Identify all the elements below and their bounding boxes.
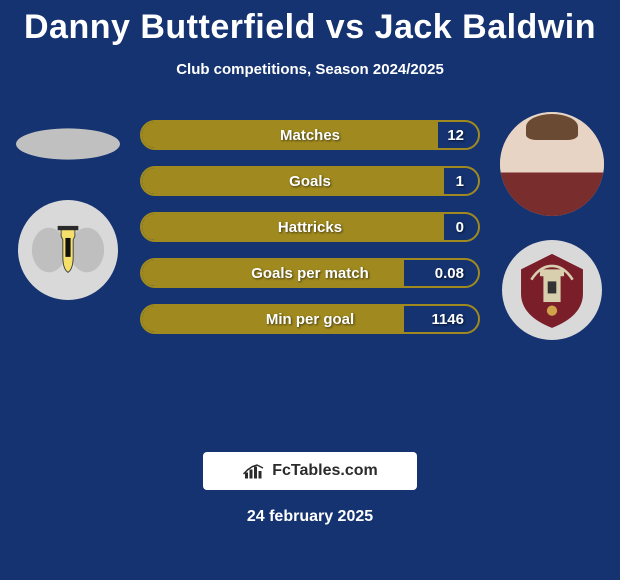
stat-label: Matches: [142, 122, 478, 148]
stat-value: 1: [456, 168, 464, 194]
stat-row: Matches 12: [140, 120, 480, 150]
stat-value: 1146: [431, 306, 464, 332]
club-crest-right-icon: [509, 247, 595, 333]
club-badge-left: [18, 200, 118, 300]
player-photo-right: [500, 112, 604, 216]
stat-row: Goals per match 0.08: [140, 258, 480, 288]
stat-label: Hattricks: [142, 214, 478, 240]
stat-value: 0.08: [435, 260, 464, 286]
club-badge-right: [502, 240, 602, 340]
stat-bars: Matches 12 Goals 1 Hattricks 0 Goals per…: [140, 120, 480, 350]
chart-icon: [242, 461, 266, 481]
stat-label: Min per goal: [142, 306, 478, 332]
date-text: 24 february 2025: [0, 508, 620, 526]
stat-row: Goals 1: [140, 166, 480, 196]
stat-label: Goals per match: [142, 260, 478, 286]
source-logo: FcTables.com: [203, 452, 417, 490]
page-title: Danny Butterfield vs Jack Baldwin: [0, 0, 620, 47]
subtitle: Club competitions, Season 2024/2025: [0, 61, 620, 78]
left-player-column: [8, 112, 128, 300]
logo-text: FcTables.com: [272, 462, 378, 480]
stat-value: 0: [456, 214, 464, 240]
stat-value: 12: [447, 122, 464, 148]
right-player-column: [492, 112, 612, 340]
stat-label: Goals: [142, 168, 478, 194]
comparison-content: Matches 12 Goals 1 Hattricks 0 Goals per…: [0, 112, 620, 442]
stat-row: Min per goal 1146: [140, 304, 480, 334]
club-crest-left-icon: [25, 207, 111, 293]
stat-row: Hattricks 0: [140, 212, 480, 242]
player-photo-left: [16, 128, 120, 159]
